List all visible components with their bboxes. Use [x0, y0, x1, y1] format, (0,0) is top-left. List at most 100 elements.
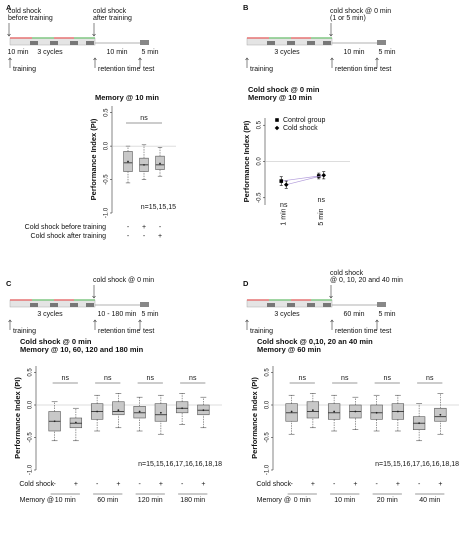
phase-label: test: [380, 328, 391, 335]
shock-block: [70, 41, 78, 45]
shock-block: [30, 303, 38, 307]
arrow-head: [330, 319, 334, 323]
phase-label: test: [380, 66, 391, 73]
phase-label: training: [250, 328, 273, 335]
condition-sign: +: [159, 481, 163, 488]
shock-block: [267, 303, 275, 307]
y-tick-label: 0.5: [257, 120, 263, 129]
arrow-head: [375, 57, 379, 61]
mean: [290, 410, 293, 413]
chart-title: Memory @ 10, 60, 120 and 180 min: [20, 345, 144, 354]
group-label: 180 min: [180, 497, 205, 504]
mean: [354, 410, 357, 413]
arrow-head: [92, 33, 96, 37]
condition-sign: +: [396, 481, 400, 488]
mean: [74, 421, 77, 424]
shock-label: after training: [93, 15, 132, 22]
shock-block: [50, 303, 58, 307]
shock-label: cold shock: [93, 8, 127, 15]
chart-title: Cold shock @ 0 min: [20, 337, 92, 346]
n-label: n=15,15,15: [141, 204, 176, 211]
test-block: [140, 302, 149, 307]
shock-block: [287, 303, 295, 307]
mean: [53, 420, 56, 423]
shock-block: [287, 41, 295, 45]
arrow-head: [93, 57, 97, 61]
mean: [127, 160, 129, 163]
y-tick-label: -0.5: [257, 192, 263, 203]
mean: [418, 422, 421, 425]
arrow-head: [92, 295, 96, 299]
mean: [181, 407, 184, 410]
sig-label: ns: [299, 375, 307, 382]
condition-sign: -: [143, 233, 146, 240]
shock-block: [70, 303, 78, 307]
duration-label: 60 min: [343, 311, 364, 318]
mean: [117, 409, 120, 412]
mean: [311, 409, 314, 412]
shock-block: [86, 303, 94, 307]
chart-title: Cold shock @ 0,10, 20 an 40 min: [257, 337, 373, 346]
phase-label: retention time: [335, 328, 378, 335]
group-label: 10 min: [55, 497, 76, 504]
panel-label: C: [6, 279, 12, 288]
arrow-head: [138, 57, 142, 61]
condition-sign: -: [127, 224, 130, 231]
shock-block: [307, 41, 315, 45]
chart-title: Memory @ 10 min: [95, 93, 159, 102]
group-axis-label: Memory @: [257, 497, 291, 504]
condition-sign: +: [201, 481, 205, 488]
phase-label: retention time: [98, 66, 141, 73]
duration-label: 5 min: [141, 311, 158, 318]
sig-label: ns: [62, 375, 70, 382]
condition-name: Cold shock: [256, 481, 291, 488]
y-tick-label: 0.5: [28, 368, 34, 377]
arrow-head: [8, 57, 12, 61]
shock-label: (1 or 5 min): [330, 15, 366, 22]
point: [321, 172, 327, 178]
series-line: [286, 174, 324, 186]
chart-title: Memory @ 10 min: [248, 93, 312, 102]
arrow-head: [7, 33, 11, 37]
legend-label: Control group: [283, 117, 326, 124]
phase-label: test: [143, 328, 154, 335]
condition-name: Cold shock before training: [25, 224, 106, 231]
mean: [375, 411, 378, 414]
duration-label: 5 min: [378, 49, 395, 56]
arrow-head: [329, 33, 333, 37]
arrow-head: [245, 319, 249, 323]
sig-label: ns: [384, 375, 392, 382]
point: [279, 179, 284, 183]
condition-sign: +: [142, 224, 146, 231]
mean: [143, 163, 145, 166]
duration-label: 3 cycles: [274, 311, 300, 318]
arrow-head: [8, 319, 12, 323]
condition-sign: -: [181, 481, 184, 488]
duration-label: 3 cycles: [37, 49, 63, 56]
group-label: 0 min: [294, 497, 311, 504]
condition-sign: -: [333, 481, 336, 488]
chart-title: Cold shock @ 0 min: [248, 85, 320, 94]
test-block: [140, 40, 149, 45]
condition-sign: -: [290, 481, 293, 488]
duration-label: 10 min: [343, 49, 364, 56]
y-tick-label: 0.0: [104, 141, 110, 150]
phase-label: test: [143, 66, 154, 73]
sig-label: ns: [341, 375, 349, 382]
mean: [439, 413, 442, 416]
y-tick-label: 0.0: [265, 400, 271, 409]
y-axis-label: Performance Index (PI): [89, 118, 98, 200]
group-axis-label: Memory @: [20, 497, 54, 504]
group-label: 120 min: [138, 497, 163, 504]
shock-label: cold shock @ 0 min: [330, 8, 391, 15]
box: [175, 401, 189, 414]
shock-block: [86, 41, 94, 45]
duration-label: 5 min: [141, 49, 158, 56]
n-label: n=15,15,16,17,16,16,18,18: [375, 461, 459, 468]
shock-block: [267, 41, 275, 45]
group-label: 10 min: [334, 497, 355, 504]
duration-label: 10 min: [7, 49, 28, 56]
y-tick-label: -0.5: [265, 432, 271, 443]
mean: [202, 409, 205, 412]
